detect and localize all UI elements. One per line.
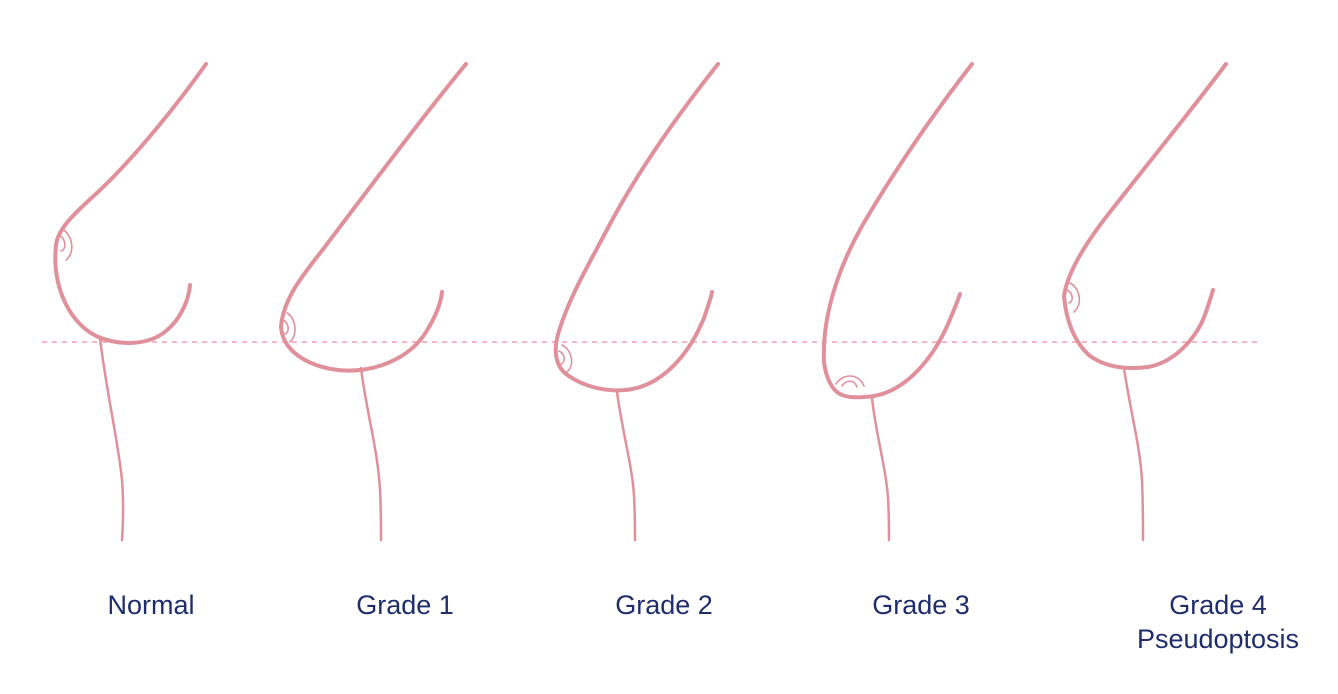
figure-grade4 — [1062, 62, 1228, 542]
nipple-grade1 — [282, 312, 296, 343]
label-grade2: Grade 2 — [615, 590, 713, 620]
nipple-grade4 — [1066, 282, 1081, 313]
label-grade4-title: Grade 4 — [1169, 590, 1267, 620]
nipple-grade3 — [835, 375, 865, 388]
figure-grade3 — [821, 62, 974, 542]
torso-line-grade4 — [1122, 366, 1145, 542]
label-normal: Normal — [107, 590, 195, 620]
nipple-grade2 — [558, 344, 573, 373]
label-grade3: Grade 3 — [872, 590, 970, 620]
torso-line-grade1 — [359, 366, 383, 542]
breast-outline-grade1 — [279, 62, 468, 373]
nipple-normal — [58, 228, 73, 261]
label-grade4-subtitle: Pseudoptosis — [1136, 624, 1300, 654]
breast-outline-grade2 — [553, 62, 720, 393]
torso-line-grade3 — [870, 396, 891, 542]
breast-outline-grade4 — [1062, 62, 1228, 370]
label-grade1: Grade 1 — [356, 590, 454, 620]
torso-line-normal — [98, 336, 125, 542]
figure-grade1 — [279, 62, 468, 542]
label-grade4: Grade 4 Pseudoptosis — [1137, 588, 1299, 656]
figure-normal — [53, 62, 208, 542]
breast-outline-grade3 — [821, 62, 974, 400]
breast-outline-normal — [53, 62, 208, 345]
figure-grade2 — [553, 62, 720, 542]
torso-line-grade2 — [615, 390, 637, 542]
